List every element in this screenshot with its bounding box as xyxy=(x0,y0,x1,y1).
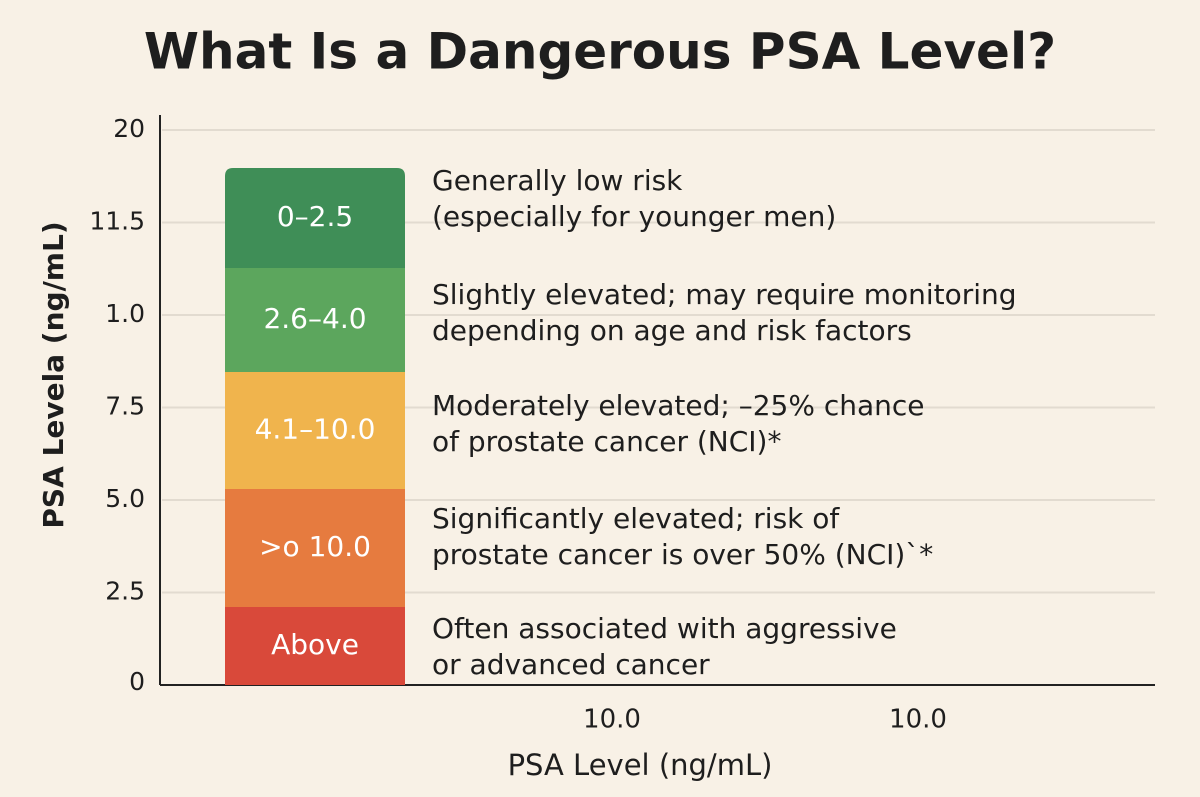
x-tick-label: 10.0 xyxy=(889,705,947,735)
band-description: Significantly elevated; risk of xyxy=(432,502,840,535)
band xyxy=(225,268,405,372)
x-axis-label: PSA Level (ng/mL) xyxy=(508,748,773,782)
band-description: or advanced cancer xyxy=(432,648,710,681)
title: What Is a Dangerous PSA Level? xyxy=(144,23,1056,81)
band-label: Above xyxy=(271,628,359,661)
band-label: 0–2.5 xyxy=(277,200,353,233)
band-description: Generally low risk xyxy=(432,164,683,197)
band-label: >o 10.0 xyxy=(259,530,371,563)
band-description: depending on age and risk factors xyxy=(432,314,912,347)
y-tick-label: 2.5 xyxy=(105,577,145,606)
y-tick-label: 20 xyxy=(113,114,145,143)
band-description: prostate cancer is over 50% (NCI)`* xyxy=(432,538,933,571)
band-description: Moderately elevated; –25% chance xyxy=(432,389,925,422)
band-label: 2.6–4.0 xyxy=(263,302,366,335)
band xyxy=(225,607,405,685)
band-description: (especially for younger men) xyxy=(432,200,836,233)
band xyxy=(225,489,405,607)
x-tick-label: 10.0 xyxy=(583,705,641,735)
band-label: 4.1–10.0 xyxy=(255,413,376,446)
bands: 0–2.5 2.6–4.0 4.1–10.0 >o 10.0 Above Generall… xyxy=(225,164,1017,685)
y-tick-label: 0 xyxy=(129,667,145,696)
y-tick-label: 11.5 xyxy=(89,207,145,236)
band-description: Often associated with aggressive xyxy=(432,612,897,645)
band-description: Slightly elevated; may require monitorin… xyxy=(432,278,1017,311)
y-tick-label: 7.5 xyxy=(105,392,145,421)
y-axis-label: PSA Levela (ng/mL) xyxy=(37,221,70,528)
band xyxy=(225,168,405,268)
y-tick-label: 5.0 xyxy=(105,484,145,513)
y-tick-label: 1.0 xyxy=(105,299,145,328)
band xyxy=(225,372,405,489)
band-description: of prostate cancer (NCI)* xyxy=(432,425,781,458)
